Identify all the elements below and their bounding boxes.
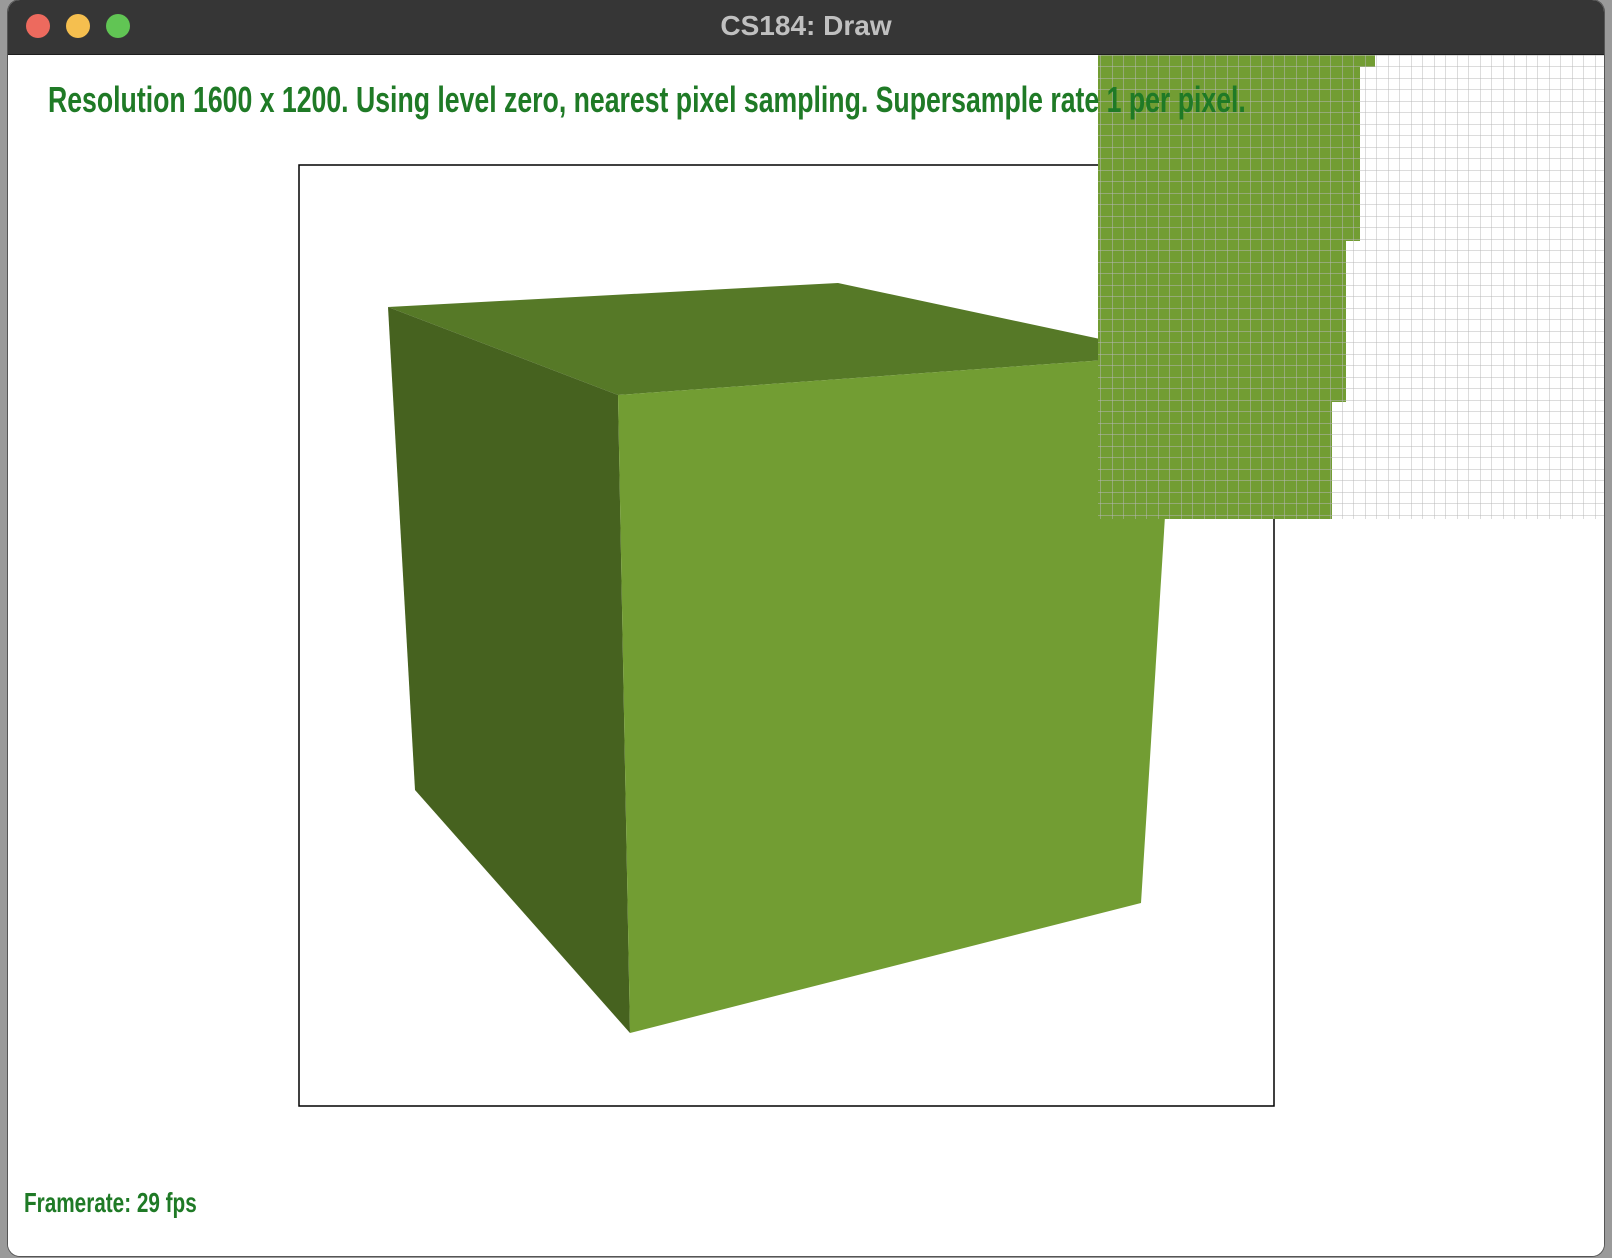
framerate-readout: Framerate: 29 fps xyxy=(24,1187,197,1218)
cube-front-face xyxy=(618,355,1175,1033)
window-title: CS184: Draw xyxy=(720,10,892,41)
status-line: Resolution 1600 x 1200. Using level zero… xyxy=(48,79,1246,120)
draw-viewport[interactable]: Resolution 1600 x 1200. Using level zero… xyxy=(8,55,1604,1256)
cube-model xyxy=(388,283,1175,1033)
cube-side-face xyxy=(388,307,630,1033)
zoom-button[interactable] xyxy=(106,14,130,38)
cube-top-face xyxy=(388,283,1175,395)
close-button[interactable] xyxy=(26,14,50,38)
pixel-zoom-inspector xyxy=(1098,55,1604,519)
zoom-pixel-grid xyxy=(1098,55,1604,519)
app-window: CS184: Draw Resolution xyxy=(8,0,1604,1256)
minimize-button[interactable] xyxy=(66,14,90,38)
title-bar[interactable]: CS184: Draw xyxy=(8,0,1604,55)
render-stage[interactable] xyxy=(8,55,1604,1256)
